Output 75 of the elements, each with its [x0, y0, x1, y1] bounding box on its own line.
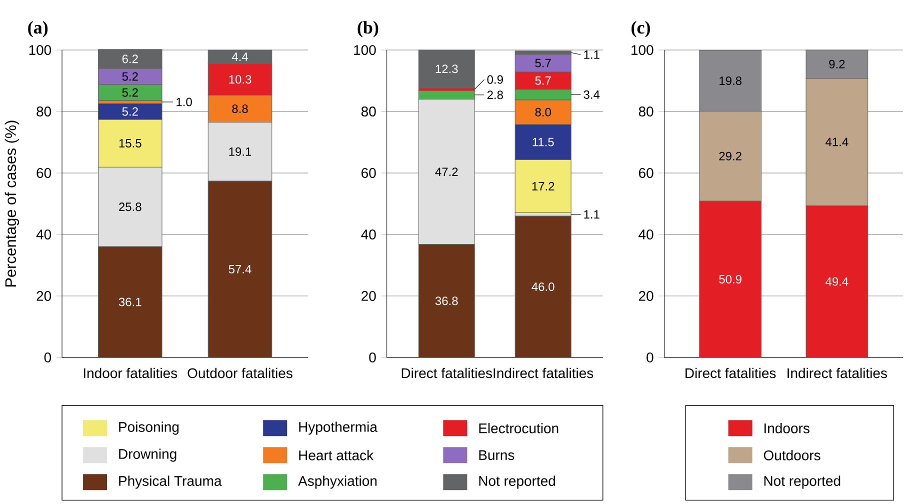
data-label: 36.1: [118, 298, 142, 306]
y-tick-label: 40: [361, 229, 376, 240]
legend-label: Hypothermia: [299, 422, 378, 435]
data-label: 8.0: [535, 108, 551, 116]
data-label: 8.8: [232, 104, 248, 113]
legend-label: Outdoors: [764, 450, 820, 460]
data-label: 17.2: [532, 182, 554, 190]
data-label: 6.2: [122, 54, 138, 64]
y-tick-label: 100: [29, 44, 52, 55]
bar: [418, 50, 475, 88]
legend-label: Asphyxiation: [298, 476, 377, 489]
legend-label: Not reported: [479, 476, 556, 489]
y-tick-label: 60: [36, 168, 52, 178]
data-label: 5.2: [122, 107, 138, 116]
data-label: 11.5: [532, 138, 554, 146]
y-tick-label: 0: [369, 352, 376, 362]
x-tick-label: Indirect fatalities: [494, 368, 594, 378]
legend-label: Poisoning: [119, 422, 179, 435]
data-label: 15.5: [119, 139, 142, 148]
data-label: 50.9: [719, 274, 742, 284]
y-tick-label: 100: [632, 44, 654, 55]
legend-label: Physical Trauma: [119, 476, 222, 489]
x-tick-label: Direct fatalities: [686, 368, 776, 378]
data-label: 57.4: [228, 264, 252, 274]
data-label: 46.0: [532, 282, 554, 291]
legend-label: Burns: [479, 450, 514, 460]
data-label: 19.8: [720, 76, 742, 85]
legend-label: Electrocution: [479, 422, 558, 434]
data-label: 10.3: [229, 75, 252, 84]
y-tick-label: 60: [638, 168, 654, 178]
y-tick-label: 20: [638, 290, 654, 301]
y-tick-label: 100: [354, 44, 376, 55]
data-label: 36.8: [435, 296, 458, 306]
data-label: 3.4: [584, 90, 600, 99]
data-label: 4.4: [232, 52, 248, 61]
data-label: 41.4: [826, 138, 848, 146]
y-tick-label: 40: [36, 229, 52, 240]
y-tick-label: 20: [36, 290, 52, 301]
data-label: 47.2: [435, 167, 458, 176]
data-label: 2.8: [487, 90, 503, 100]
data-label: 25.8: [119, 202, 142, 211]
data-label: 5.2: [122, 72, 138, 81]
y-tick-label: 80: [361, 106, 376, 116]
y-tick-label: 20: [362, 290, 376, 301]
legend-label: Not reported: [764, 476, 840, 489]
chart-title: (a): [28, 20, 48, 38]
data-label: 1.0: [176, 98, 192, 106]
y-tick-label: 80: [36, 106, 52, 116]
x-tick-label: Direct fatalities: [402, 368, 492, 378]
bar: [514, 216, 572, 358]
y-tick-label: 80: [638, 106, 654, 116]
y-axis-title: Percentage of cases (%): [4, 120, 20, 286]
data-label: 12.3: [436, 64, 458, 74]
chart-title: (b): [358, 20, 378, 38]
legend-label: Heart attack: [299, 450, 374, 460]
x-tick-label: Indirect fatalities: [788, 368, 887, 378]
data-label: 5.2: [122, 88, 138, 97]
y-tick-label: 0: [646, 352, 654, 362]
data-label: 5.7: [535, 76, 551, 85]
data-label: 49.4: [826, 277, 848, 286]
y-tick-label: 0: [44, 352, 52, 362]
legend-label: Indoors: [764, 422, 810, 434]
data-label: 1.1: [584, 50, 600, 59]
x-tick-label: Indoor fatalities: [84, 368, 178, 378]
data-label: 1.1: [584, 210, 600, 218]
data-label: 5.7: [535, 58, 551, 68]
y-tick-label: 40: [638, 229, 654, 240]
x-tick-label: Outdoor fatalities: [188, 368, 292, 378]
chart-title: (c): [632, 20, 650, 38]
data-label: 9.2: [829, 60, 845, 68]
legend-label: Drowning: [119, 448, 176, 462]
data-label: 29.2: [719, 152, 742, 160]
data-label: 0.9: [487, 75, 503, 84]
y-tick-label: 60: [362, 168, 376, 178]
data-label: 19.1: [229, 147, 252, 156]
